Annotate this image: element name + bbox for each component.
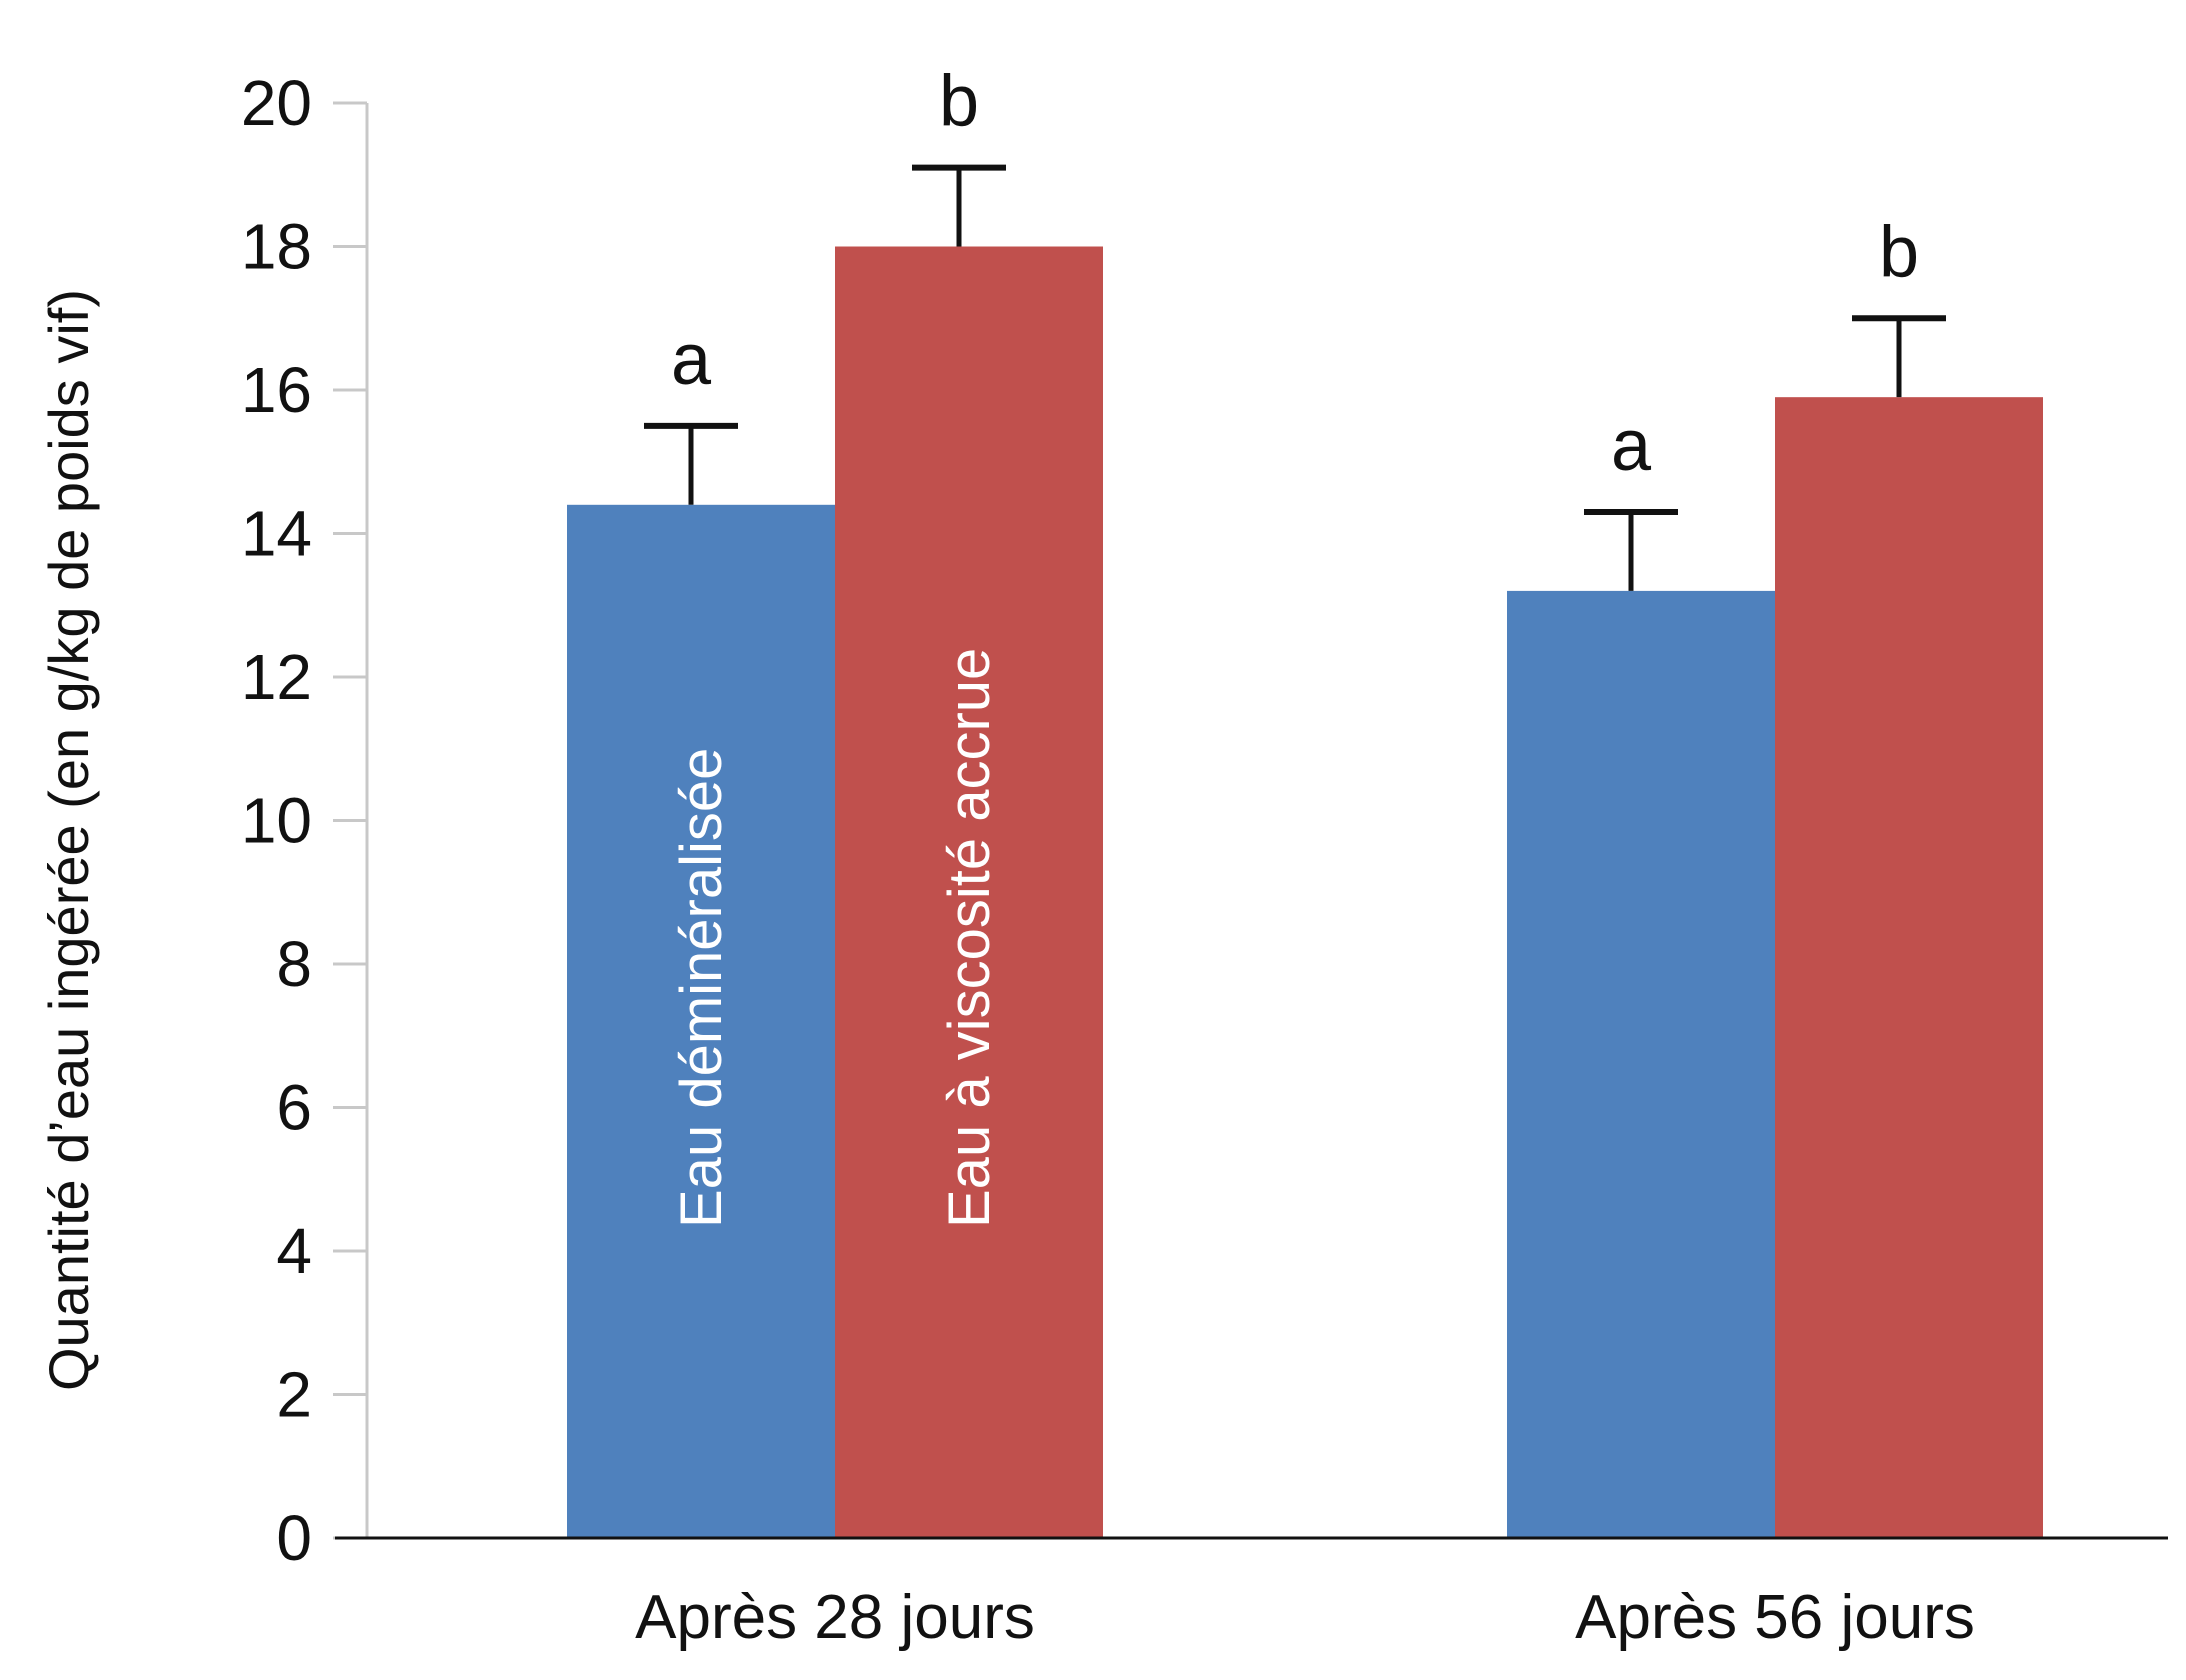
y-tick-label: 16 xyxy=(241,354,312,426)
y-axis-title: Quantité d’eau ingérée (en g/kg de poids… xyxy=(37,289,100,1391)
y-tick-label: 2 xyxy=(276,1359,312,1431)
x-category-label: Après 28 jours xyxy=(635,1583,1035,1652)
significance-label: a xyxy=(1611,406,1652,486)
bar xyxy=(1775,397,2043,1538)
y-tick-label: 0 xyxy=(276,1502,312,1574)
x-category-label: Après 56 jours xyxy=(1575,1583,1975,1652)
significance-label: a xyxy=(671,320,712,400)
y-axis: 0 2 4 6 8 10 12 14 16 18 20 xyxy=(241,67,369,1574)
y-tick-label: 10 xyxy=(241,785,312,857)
series-label: Eau déminéralisée xyxy=(669,748,734,1228)
bars: Eau déminéralisée Eau à viscosité accrue xyxy=(567,246,2043,1538)
y-tick-label: 12 xyxy=(241,641,312,713)
y-tick-label: 8 xyxy=(276,928,312,1000)
x-axis: Après 28 jours Après 56 jours xyxy=(335,1536,2168,1652)
series-label: Eau à viscosité accrue xyxy=(937,648,1002,1228)
y-tick-label: 20 xyxy=(241,67,312,139)
y-tick-label: 6 xyxy=(276,1072,312,1144)
y-tick-label: 18 xyxy=(241,211,312,283)
y-tick-label: 14 xyxy=(241,498,312,570)
bar xyxy=(835,246,1103,1538)
bar xyxy=(567,504,835,1538)
significance-label: b xyxy=(939,62,979,142)
y-tick-label: 4 xyxy=(276,1215,312,1287)
bar xyxy=(1507,590,1775,1538)
significance-label: b xyxy=(1879,212,1919,292)
error-bars: a a b b xyxy=(644,62,1946,591)
